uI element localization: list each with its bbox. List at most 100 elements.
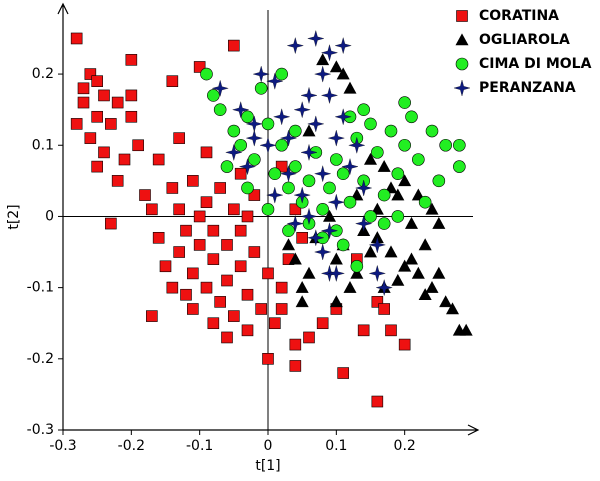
point xyxy=(227,124,241,138)
point xyxy=(295,281,309,293)
point xyxy=(286,37,304,55)
point xyxy=(70,118,83,130)
point xyxy=(289,160,302,173)
legend-label: OGLIAROLA xyxy=(479,32,570,48)
point xyxy=(193,210,206,223)
point xyxy=(279,129,298,147)
point xyxy=(314,165,332,183)
point xyxy=(327,129,345,147)
point xyxy=(363,152,378,165)
point xyxy=(282,181,295,195)
point xyxy=(385,324,397,337)
point xyxy=(261,117,275,131)
point xyxy=(173,246,185,258)
point xyxy=(289,124,302,138)
point xyxy=(200,196,213,209)
point xyxy=(398,138,411,152)
point xyxy=(282,224,295,237)
point xyxy=(288,252,302,265)
point xyxy=(241,324,254,337)
point xyxy=(432,266,446,279)
point xyxy=(445,302,460,315)
x-tick-label: -0.3 xyxy=(49,438,76,454)
point xyxy=(262,353,274,365)
point xyxy=(320,222,339,240)
point xyxy=(418,195,432,209)
point xyxy=(146,310,158,322)
point xyxy=(384,124,398,138)
point xyxy=(259,136,277,154)
point xyxy=(262,267,274,280)
point xyxy=(207,317,220,330)
point xyxy=(180,224,192,237)
point xyxy=(425,281,439,293)
point xyxy=(391,188,405,201)
point xyxy=(275,160,288,173)
point xyxy=(234,138,247,152)
point xyxy=(166,182,179,194)
point xyxy=(398,259,412,272)
point xyxy=(289,203,302,216)
point xyxy=(364,210,377,223)
point xyxy=(377,217,391,230)
point xyxy=(286,215,304,233)
point xyxy=(350,259,364,273)
point xyxy=(425,124,439,138)
point xyxy=(125,110,138,123)
point xyxy=(254,82,268,95)
point xyxy=(187,267,199,280)
point xyxy=(289,360,302,372)
point xyxy=(207,89,220,102)
point xyxy=(234,224,247,237)
point xyxy=(300,207,318,225)
point xyxy=(166,75,179,87)
point xyxy=(334,37,352,55)
point xyxy=(200,281,213,294)
point xyxy=(152,231,165,244)
point xyxy=(398,174,412,187)
point xyxy=(105,217,117,230)
point xyxy=(275,281,288,294)
point xyxy=(453,160,466,173)
point xyxy=(132,139,144,152)
point xyxy=(207,253,220,265)
point xyxy=(193,239,206,251)
point xyxy=(307,229,325,247)
point xyxy=(337,367,349,379)
point xyxy=(307,29,325,48)
point xyxy=(255,303,267,315)
point xyxy=(98,89,110,102)
point xyxy=(228,203,240,216)
point xyxy=(371,146,384,159)
point xyxy=(91,160,103,173)
point xyxy=(221,239,233,251)
point xyxy=(281,238,296,251)
point xyxy=(302,174,316,188)
point xyxy=(70,32,83,45)
point xyxy=(289,338,302,351)
point xyxy=(232,101,250,119)
point xyxy=(187,175,199,187)
point xyxy=(105,118,117,130)
point xyxy=(241,210,254,223)
point xyxy=(355,179,373,197)
legend-marker xyxy=(456,10,468,22)
point xyxy=(293,101,311,119)
point xyxy=(91,75,103,87)
point xyxy=(350,266,364,279)
point xyxy=(330,153,343,166)
point xyxy=(248,246,261,258)
point xyxy=(91,110,103,123)
point xyxy=(378,303,390,315)
point xyxy=(220,160,234,173)
point xyxy=(275,67,288,81)
point xyxy=(228,39,240,52)
point xyxy=(221,274,233,287)
point xyxy=(214,182,226,194)
legend-marker xyxy=(455,57,469,71)
point xyxy=(357,324,370,337)
point xyxy=(252,65,270,83)
point xyxy=(275,138,288,152)
point xyxy=(418,288,432,301)
point xyxy=(98,146,110,159)
